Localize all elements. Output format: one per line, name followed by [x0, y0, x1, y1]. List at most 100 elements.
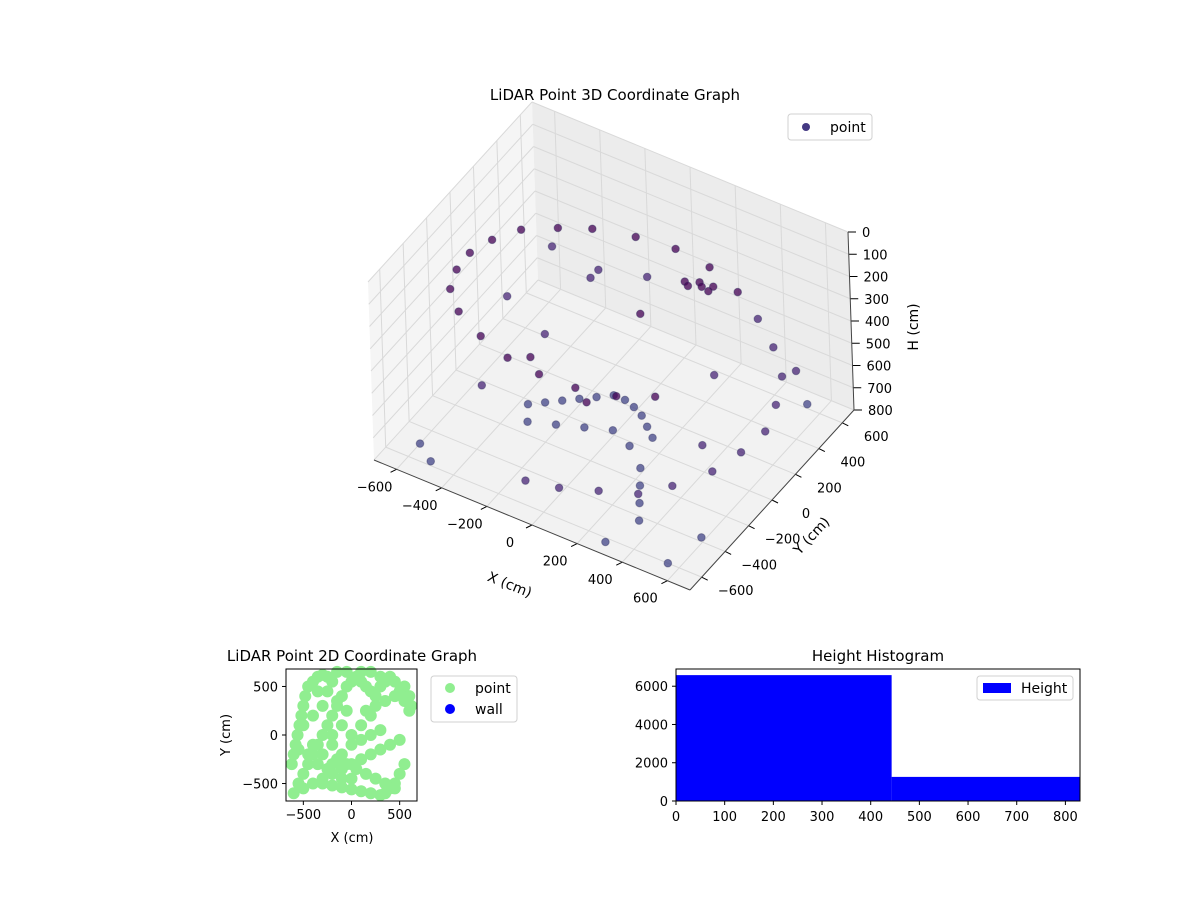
chart-2d-point [326, 779, 339, 792]
chart-3d-point [634, 516, 644, 525]
chart-2d-point [335, 719, 348, 732]
histogram-ytick-label: 2000 [635, 757, 668, 772]
chart-3d-point [426, 456, 436, 466]
chart-3d-point [415, 439, 425, 448]
chart-3d-point [704, 286, 713, 296]
chart-2d-point [335, 781, 348, 794]
chart-3d-point [650, 392, 660, 402]
chart-3d-points [415, 223, 812, 568]
chart-3d-grid-x-floor [667, 400, 832, 582]
chart-2d-point [398, 758, 411, 771]
chart-2d-point [302, 748, 315, 761]
chart-3d-point [791, 366, 801, 376]
chart-3d-point [629, 402, 639, 412]
chart-3d-xtick [525, 524, 533, 529]
chart-3d-point [534, 369, 544, 379]
chart-3d-ytick-label: 200 [817, 481, 842, 496]
chart-3d-point [635, 309, 645, 319]
chart-2d-point [331, 665, 344, 678]
chart-2d-point [316, 748, 329, 761]
chart-2d-point [297, 767, 310, 780]
chart-3d-xtick-label: −200 [447, 517, 483, 532]
chart-3d-ytick [724, 550, 732, 555]
chart-3d-ztick-label: 200 [864, 271, 889, 286]
chart-2d-point [374, 789, 387, 802]
chart-3d-ztick-label: 100 [863, 248, 888, 263]
chart-3d-point [760, 427, 770, 436]
histogram-legend-box [976, 675, 1074, 701]
chart-2d-point [359, 767, 372, 780]
chart-3d-point [608, 425, 618, 435]
chart-2d-point [355, 665, 368, 678]
chart-3d-ytick [701, 576, 708, 581]
chart-2d-point [311, 758, 324, 771]
chart-3d-ytick [795, 473, 802, 478]
chart-3d-point [668, 481, 677, 491]
chart-2d-point [292, 743, 305, 756]
chart-3d-grid-x-floor [621, 381, 787, 563]
chart-2d-point [302, 758, 315, 771]
chart-3d-grid-z-back [367, 101, 533, 283]
histogram-bar [676, 675, 892, 801]
chart-3d-grid-z-back [368, 123, 534, 305]
chart-3d-ztick-label: 300 [864, 293, 889, 308]
chart-2d-point [355, 785, 368, 798]
chart-3d-point [697, 533, 706, 542]
chart-2d-point [393, 733, 406, 746]
chart-3d-grid-x-floor [576, 363, 742, 544]
chart-3d-grid-z-side [537, 279, 855, 411]
chart-2d-points [285, 665, 418, 802]
chart-3d-point [523, 417, 532, 426]
histogram-legend-label: Height [1021, 681, 1068, 697]
chart-3d-point [575, 394, 584, 404]
chart-3d-point [633, 489, 643, 499]
chart-3d-point [663, 558, 673, 568]
histogram-xtick-label: 700 [1004, 810, 1029, 825]
chart-3d-xtick-label: 200 [543, 555, 568, 570]
chart-2d-point [345, 772, 358, 785]
chart-3d-xtick [390, 468, 397, 473]
chart-3d-ytick-label: −400 [741, 558, 777, 573]
chart-3d-panes [368, 102, 854, 590]
chart-2d-point [388, 690, 401, 703]
histogram-title: Height Histogram [812, 647, 944, 665]
chart-3d-point [553, 223, 563, 233]
chart-3d-xtick-label: 600 [633, 592, 658, 607]
chart-3d-grid-z-side [534, 190, 852, 322]
chart-2d-point [364, 729, 377, 741]
chart-3d-point [551, 420, 561, 429]
chart-3d-ytick-label: 600 [864, 430, 889, 445]
chart-2d-point [350, 762, 363, 775]
chart-3d-ticks: −600−600−400−400−200−2000020020040040060… [357, 226, 893, 607]
chart-2d-point [388, 675, 401, 688]
chart-3d-axis-line [847, 231, 855, 411]
chart-2d-point [374, 724, 387, 737]
chart-2d-point [345, 729, 358, 741]
chart-3d-ytick-label: 0 [802, 507, 810, 522]
chart-2d-point [331, 753, 344, 766]
chart-2d-point [355, 719, 368, 732]
chart-2d-xtick-label: 0 [347, 808, 355, 823]
chart-2d-ylabel: Y (cm) [219, 714, 234, 757]
chart-3d-point [771, 400, 781, 410]
chart-3d-ytick-label: 400 [840, 456, 865, 471]
chart-2d-point [398, 680, 411, 693]
histogram-ytick-label: 0 [660, 795, 668, 810]
chart-2d-point [379, 777, 392, 790]
chart-3d-point [708, 467, 717, 476]
chart-3d-point [769, 343, 778, 352]
histogram-ytick-label: 6000 [635, 680, 668, 695]
chart-3d-ytick [818, 448, 826, 453]
chart-3d-legend-box [787, 113, 873, 141]
chart-2d-point [364, 787, 377, 800]
chart-3d-point [503, 353, 512, 362]
chart-3d-ztick-label: 400 [865, 315, 890, 330]
chart-2d-point [326, 729, 339, 741]
chart-3d-point [683, 281, 693, 291]
chart-3d-ytick-label: −600 [718, 584, 754, 599]
chart-2d-ytick-label: 500 [253, 680, 278, 695]
chart-3d-point [620, 395, 630, 405]
chart-2d-ytick-label: −500 [242, 778, 278, 793]
chart-3d-point [594, 265, 603, 275]
chart-2d-point [355, 733, 368, 746]
